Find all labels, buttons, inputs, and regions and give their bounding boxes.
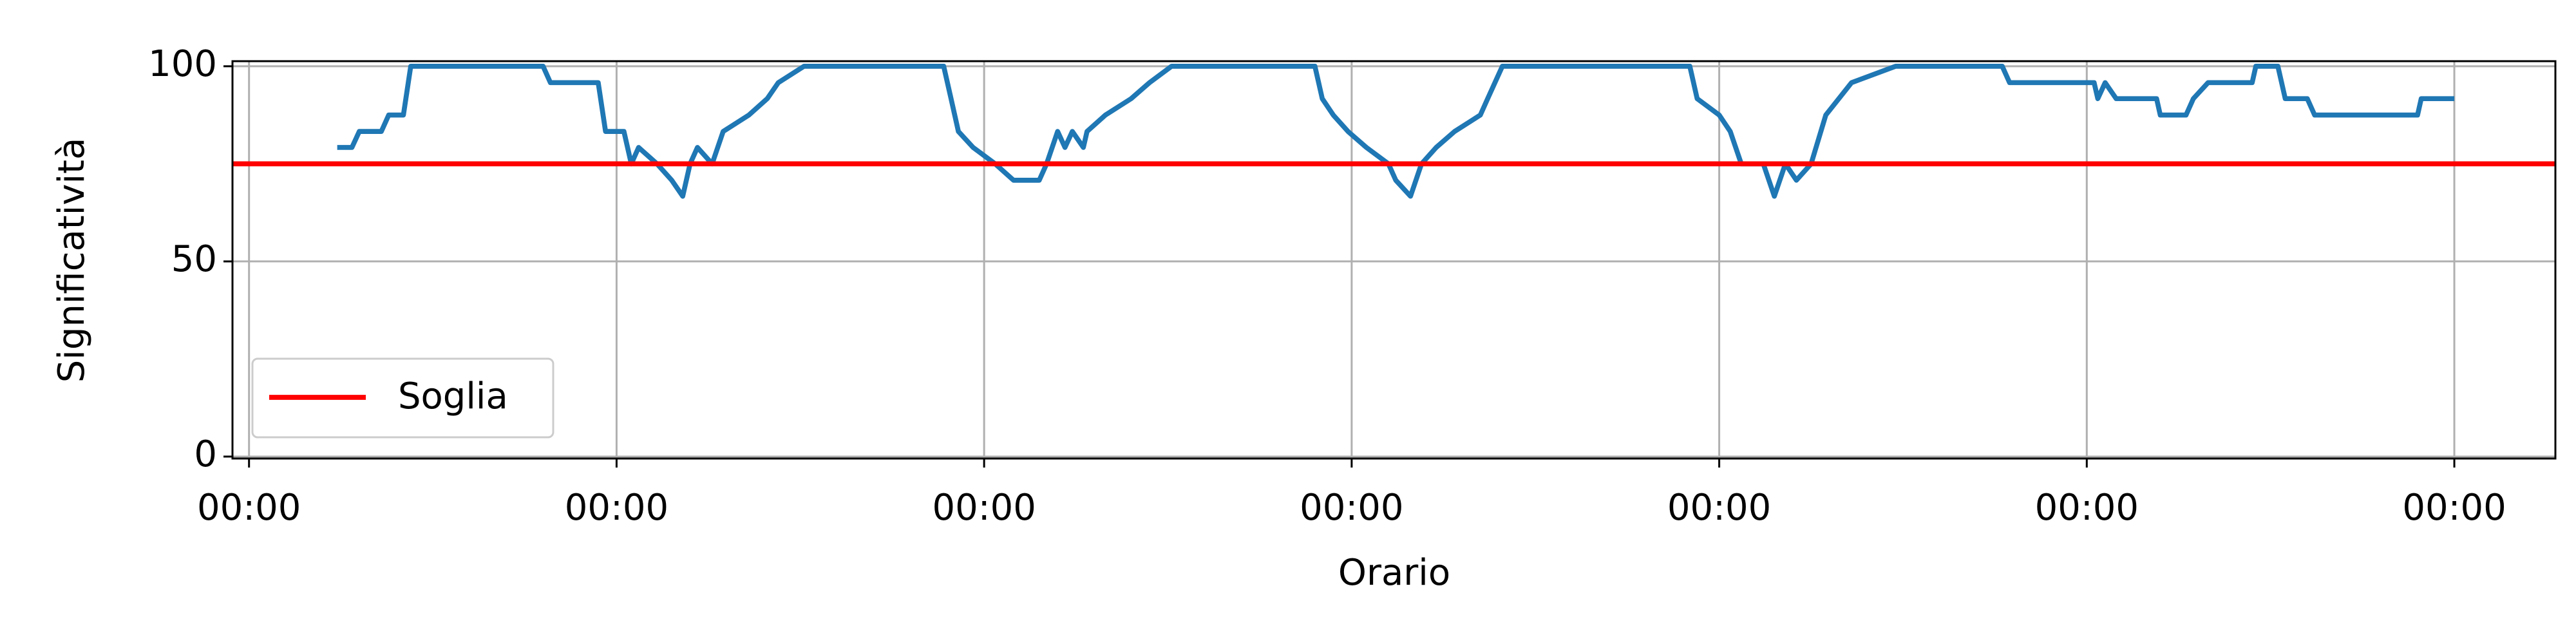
- x-tick-label: 00:00: [197, 487, 301, 529]
- y-tick-label: 100: [148, 43, 217, 85]
- y-tick-label: 0: [194, 433, 217, 475]
- legend-label: Soglia: [398, 375, 508, 417]
- x-tick-label: 00:00: [1300, 487, 1403, 529]
- y-axis-label: Significatività: [51, 138, 93, 383]
- legend-box: [251, 357, 554, 439]
- x-tick-label: 00:00: [2402, 487, 2506, 529]
- x-axis-label: Orario: [1338, 552, 1450, 594]
- axes-frame: [231, 60, 2557, 460]
- x-tick-label: 00:00: [1667, 487, 1771, 529]
- x-tick-label: 00:00: [565, 487, 668, 529]
- x-tick-label: 00:00: [2035, 487, 2139, 529]
- data-line: [337, 64, 2455, 199]
- y-tick-label: 50: [171, 238, 217, 280]
- x-tick-label: 00:00: [932, 487, 1036, 529]
